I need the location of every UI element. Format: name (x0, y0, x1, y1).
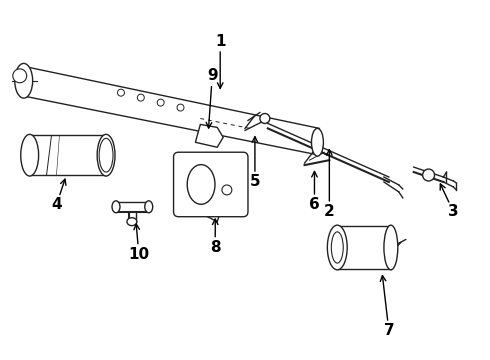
Ellipse shape (15, 63, 33, 98)
Ellipse shape (127, 218, 137, 226)
Ellipse shape (331, 232, 343, 263)
Ellipse shape (97, 134, 115, 176)
Ellipse shape (327, 225, 347, 270)
Text: 5: 5 (249, 175, 260, 189)
Text: 3: 3 (448, 204, 459, 219)
Ellipse shape (145, 201, 153, 213)
Text: 6: 6 (309, 197, 320, 212)
Circle shape (118, 89, 124, 96)
Circle shape (222, 185, 232, 195)
Ellipse shape (112, 201, 120, 213)
Ellipse shape (187, 165, 215, 204)
Ellipse shape (312, 129, 323, 156)
Polygon shape (196, 125, 223, 147)
Ellipse shape (99, 138, 113, 172)
Ellipse shape (21, 134, 39, 176)
Circle shape (422, 169, 435, 181)
Circle shape (177, 104, 184, 111)
Text: 1: 1 (215, 33, 225, 49)
Ellipse shape (384, 225, 398, 270)
Text: 8: 8 (210, 240, 220, 255)
Text: 4: 4 (51, 197, 62, 212)
FancyBboxPatch shape (173, 152, 248, 217)
Text: 7: 7 (384, 323, 394, 338)
Text: 2: 2 (324, 204, 335, 219)
Circle shape (13, 69, 26, 83)
Circle shape (157, 99, 164, 106)
Circle shape (260, 113, 270, 123)
Text: 9: 9 (207, 68, 218, 83)
Circle shape (137, 94, 144, 101)
Text: 10: 10 (128, 247, 149, 262)
